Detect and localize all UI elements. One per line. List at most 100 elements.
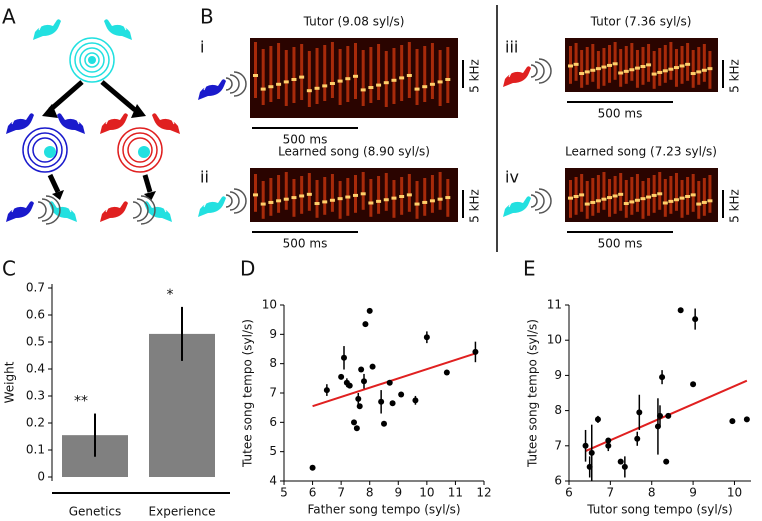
bird-body xyxy=(503,66,531,87)
syllable-band xyxy=(322,84,328,88)
syllable xyxy=(261,181,265,219)
syllable xyxy=(580,174,584,212)
syllable xyxy=(608,45,612,83)
y-tick-label: 0.1 xyxy=(26,443,45,457)
fit-line xyxy=(312,352,476,408)
x-tick-label: 8 xyxy=(648,486,656,500)
spectrograms: Tutor (9.08 syl/s) i 500 ms 5 kHz Learned so… xyxy=(200,15,742,251)
syllable-band xyxy=(584,70,590,74)
syllable-band xyxy=(422,200,428,204)
syllable-band xyxy=(414,87,420,91)
bird xyxy=(49,201,77,222)
syllable xyxy=(663,179,667,217)
syllable-band xyxy=(668,199,674,203)
point xyxy=(617,458,624,465)
point xyxy=(690,381,697,388)
x-tick-label: 5 xyxy=(280,486,288,500)
panel-title: Tutor (7.36 syl/s) xyxy=(590,15,692,29)
syllable-band xyxy=(601,65,607,69)
syllable xyxy=(438,50,442,106)
syllable-band xyxy=(383,198,389,202)
syllable-band xyxy=(595,199,601,203)
syllable xyxy=(663,45,667,83)
point xyxy=(605,437,612,444)
bird xyxy=(503,66,531,87)
syllable xyxy=(277,43,281,99)
syllable xyxy=(292,47,296,103)
lineage-diagram xyxy=(6,19,531,225)
syllable xyxy=(254,174,257,212)
syllable xyxy=(708,175,712,213)
bird xyxy=(100,113,128,134)
significance: ** xyxy=(74,394,88,410)
syllable-band xyxy=(707,199,713,203)
syllable xyxy=(407,42,411,98)
bird-body xyxy=(100,201,128,222)
syllable xyxy=(658,48,662,86)
syllable-band xyxy=(376,83,382,87)
point xyxy=(443,369,450,376)
point xyxy=(346,382,353,389)
syllable-band xyxy=(368,201,374,205)
x-tick-label: 7 xyxy=(607,486,615,500)
syllable xyxy=(674,173,678,211)
syllable-band xyxy=(690,193,696,197)
panel-label: D xyxy=(240,257,255,281)
syllable-band xyxy=(595,67,601,71)
bird xyxy=(100,201,128,222)
y-tick-label: 6 xyxy=(269,415,277,429)
syllable-band xyxy=(329,82,335,85)
point xyxy=(389,400,396,407)
x-axis-label: Tutor song tempo (syl/s) xyxy=(586,503,732,517)
syllable-band xyxy=(360,192,366,196)
syllable-band xyxy=(345,195,351,199)
freq-scale-label: 5 kHz xyxy=(728,59,742,93)
syllable-band xyxy=(437,197,443,201)
syllable-band xyxy=(673,66,679,70)
y-tick-label: 0.5 xyxy=(26,335,45,349)
sound-arcs xyxy=(225,71,247,97)
numeral: i xyxy=(200,38,204,57)
syllable-band xyxy=(629,68,635,72)
x-tick-label: 6 xyxy=(565,486,573,500)
syllable xyxy=(596,175,600,213)
panel-label: C xyxy=(2,257,16,281)
syllable-band xyxy=(573,62,579,66)
charts: 0 0.1 0.2 0.3 0.4 0.5 0.6 0.7 Weight ** Genetics * E… xyxy=(3,281,751,519)
syllable xyxy=(330,42,334,98)
syllable-band xyxy=(662,201,668,205)
freq-scale-label: 5 kHz xyxy=(468,59,482,93)
y-tick-label: 0 xyxy=(37,470,45,484)
bird-wing xyxy=(38,20,52,31)
syllable-band xyxy=(329,198,335,202)
syllable xyxy=(261,49,265,105)
point xyxy=(412,397,419,404)
syllable xyxy=(377,176,381,214)
x-tick-label: 11 xyxy=(448,486,463,500)
y-tick-label: 0.2 xyxy=(26,416,45,430)
syllable-band xyxy=(701,68,707,72)
syllable xyxy=(624,46,628,84)
y-tick-label: 7 xyxy=(554,438,562,452)
syllable-band xyxy=(584,202,590,206)
syllable-band xyxy=(590,200,596,204)
panel-title: Learned song (7.23 syl/s) xyxy=(565,145,717,159)
syllable xyxy=(369,47,373,103)
syllable xyxy=(384,51,388,107)
bird-body xyxy=(57,113,85,134)
freq-scale-label: 5 kHz xyxy=(728,189,742,223)
syllable-band xyxy=(640,197,646,201)
y-tick-label: 0.4 xyxy=(26,362,45,376)
syllable-band xyxy=(696,202,702,206)
y-tick-label: 5 xyxy=(269,444,277,458)
y-tick-label: 9 xyxy=(269,327,277,341)
y-axis-label: Tutee song tempo (syl/s) xyxy=(241,319,255,468)
syllable-band xyxy=(673,198,679,202)
syllable-band xyxy=(568,64,573,68)
y-axis-label: Tutee song tempo (syl/s) xyxy=(526,319,540,468)
bird-wing xyxy=(105,114,119,125)
syllable-band xyxy=(314,202,320,206)
point xyxy=(621,463,628,470)
syllable-band xyxy=(376,199,382,203)
point xyxy=(361,378,367,385)
